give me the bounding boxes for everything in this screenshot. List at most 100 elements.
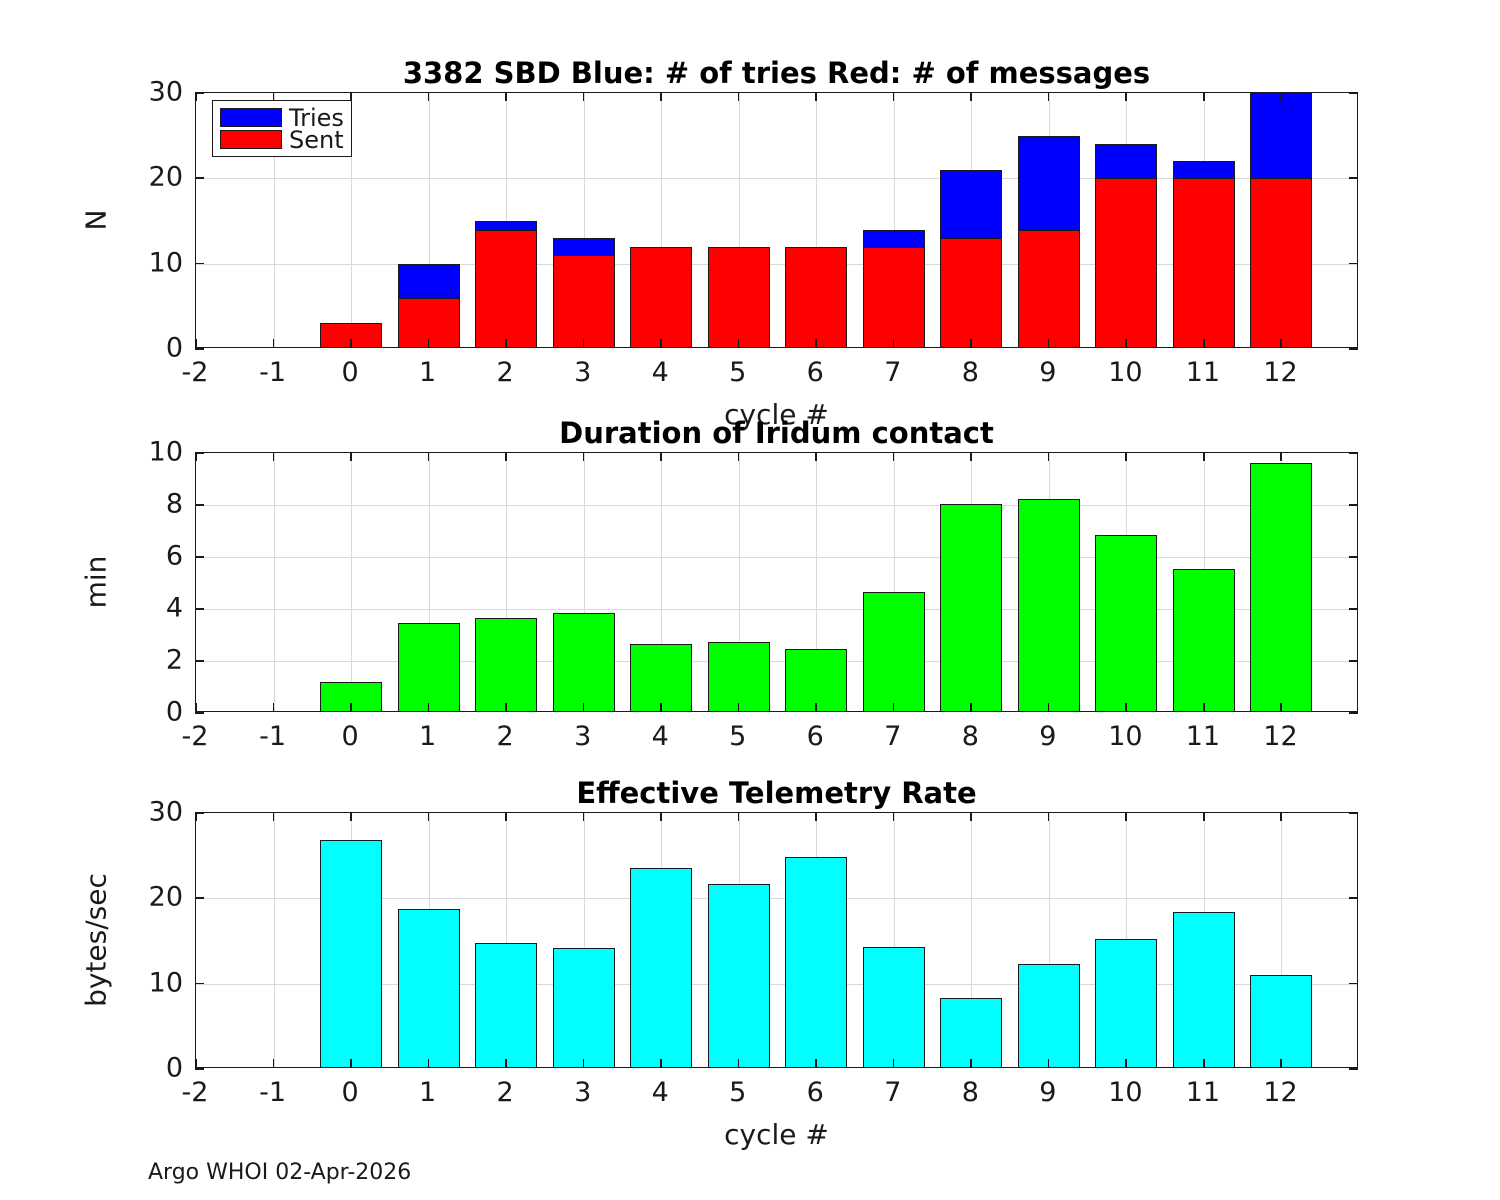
bar-sent-cycle-3 bbox=[552, 255, 615, 347]
xtick-label: 7 bbox=[884, 721, 902, 752]
ytick-label: 30 bbox=[148, 76, 183, 108]
xtick-label: 8 bbox=[961, 721, 979, 752]
ytick-label: 0 bbox=[165, 696, 183, 728]
xtick-mark bbox=[505, 703, 507, 712]
bar-effective-telemetry-rate-cycle-0 bbox=[320, 840, 383, 1067]
xtick-mark bbox=[505, 339, 507, 348]
gridline-vertical bbox=[971, 813, 973, 1067]
ytick-mark bbox=[195, 348, 204, 350]
ytick-label: 30 bbox=[148, 796, 183, 828]
legend-label-tries: Tries bbox=[289, 103, 344, 132]
bar-sent-cycle-7 bbox=[862, 246, 925, 347]
gridline-vertical bbox=[816, 93, 818, 347]
bar-tries-cycle-1 bbox=[397, 263, 460, 300]
plot-area-sbd-tries-sent bbox=[195, 92, 1358, 348]
ytick-mark bbox=[1349, 262, 1358, 265]
xtick-label: 10 bbox=[1108, 721, 1143, 752]
xtick-label: 5 bbox=[729, 357, 747, 388]
ytick-mark bbox=[1349, 982, 1358, 985]
xtick-label: -1 bbox=[259, 357, 286, 388]
xtick-mark bbox=[1280, 1059, 1283, 1068]
ytick-label: 10 bbox=[148, 247, 183, 279]
ytick-mark bbox=[1349, 660, 1358, 662]
gridline-vertical bbox=[1281, 813, 1283, 1067]
ytick-mark bbox=[195, 177, 204, 179]
xtick-mark bbox=[582, 703, 585, 712]
gridline-vertical bbox=[893, 813, 895, 1067]
ytick-mark bbox=[195, 92, 204, 94]
xtick-label: 2 bbox=[496, 721, 514, 752]
xtick-mark bbox=[272, 812, 275, 821]
bar-sent-cycle-1 bbox=[397, 297, 460, 347]
ytick-mark bbox=[195, 982, 204, 985]
chart-title-effective-telemetry-rate: Effective Telemetry Rate bbox=[576, 776, 977, 810]
xtick-mark bbox=[1047, 812, 1050, 821]
xtick-mark bbox=[892, 92, 895, 101]
plot-inner-effective-telemetry-rate bbox=[196, 813, 1357, 1067]
xtick-label: 0 bbox=[341, 357, 359, 388]
bar-sent-cycle-8 bbox=[940, 238, 1003, 347]
bar-effective-telemetry-rate-cycle-12 bbox=[1250, 975, 1313, 1067]
xtick-mark bbox=[272, 703, 275, 712]
xtick-mark bbox=[1280, 92, 1283, 101]
xtick-mark bbox=[350, 1059, 352, 1068]
ytick-mark bbox=[195, 504, 204, 506]
xtick-mark bbox=[970, 1059, 972, 1068]
xtick-label: 8 bbox=[961, 357, 979, 388]
xtick-label: 4 bbox=[651, 357, 669, 388]
xtick-mark bbox=[1202, 92, 1205, 101]
ytick-label: 20 bbox=[148, 881, 183, 913]
ytick-label: 10 bbox=[148, 967, 183, 999]
xtick-label: 12 bbox=[1263, 1077, 1298, 1108]
xtick-mark bbox=[195, 703, 197, 712]
xtick-mark bbox=[1280, 812, 1283, 821]
gridline-vertical bbox=[273, 813, 275, 1067]
xtick-label: 12 bbox=[1263, 721, 1298, 752]
xtick-label: 6 bbox=[806, 1077, 824, 1108]
xtick-mark bbox=[272, 1059, 275, 1068]
xtick-mark bbox=[582, 812, 585, 821]
gridline-horizontal bbox=[196, 983, 1357, 985]
gridline-vertical bbox=[428, 453, 430, 711]
bar-effective-telemetry-rate-cycle-4 bbox=[630, 868, 693, 1067]
xtick-mark bbox=[892, 812, 895, 821]
xtick-mark bbox=[892, 452, 895, 461]
xtick-mark bbox=[427, 703, 430, 712]
xtick-mark bbox=[1047, 452, 1050, 461]
xtick-label: 11 bbox=[1185, 357, 1221, 388]
ytick-mark bbox=[195, 660, 204, 662]
bar-iridium-duration-cycle-4 bbox=[630, 644, 693, 711]
xtick-mark bbox=[970, 452, 972, 461]
xtick-mark bbox=[815, 339, 817, 348]
plot-inner-iridium-duration bbox=[196, 453, 1357, 711]
bar-tries-cycle-10 bbox=[1095, 144, 1158, 180]
xtick-label: 11 bbox=[1185, 1077, 1221, 1108]
ytick-mark bbox=[195, 812, 204, 814]
xtick-label: 11 bbox=[1185, 721, 1221, 752]
chart-title-iridium-duration: Duration of Iridum contact bbox=[559, 416, 994, 450]
legend-entry-tries: Tries bbox=[220, 103, 344, 132]
xtick-mark bbox=[970, 92, 972, 101]
ytick-mark bbox=[195, 608, 204, 610]
xtick-label: 3 bbox=[574, 721, 592, 752]
xtick-mark bbox=[660, 812, 662, 821]
xtick-mark bbox=[970, 339, 972, 348]
ytick-mark bbox=[1349, 812, 1358, 814]
xtick-label: 1 bbox=[419, 357, 437, 388]
xtick-label: -1 bbox=[259, 1077, 286, 1108]
x-axis-title-sbd-tries-sent: cycle # bbox=[724, 398, 829, 431]
xtick-label: 8 bbox=[961, 1077, 979, 1108]
ytick-label: 4 bbox=[165, 592, 183, 624]
xtick-label: 10 bbox=[1108, 1077, 1143, 1108]
ytick-mark bbox=[195, 1068, 204, 1070]
gridline-vertical bbox=[273, 453, 275, 711]
xtick-label: 9 bbox=[1039, 357, 1057, 388]
xtick-label: 1 bbox=[419, 1077, 437, 1108]
bar-sent-cycle-9 bbox=[1017, 229, 1080, 347]
bar-sent-cycle-11 bbox=[1172, 178, 1235, 347]
chart-legend: Tries Sent bbox=[212, 100, 352, 157]
gridline-horizontal bbox=[196, 505, 1357, 506]
xtick-mark bbox=[1280, 339, 1283, 348]
xtick-mark bbox=[272, 92, 275, 101]
